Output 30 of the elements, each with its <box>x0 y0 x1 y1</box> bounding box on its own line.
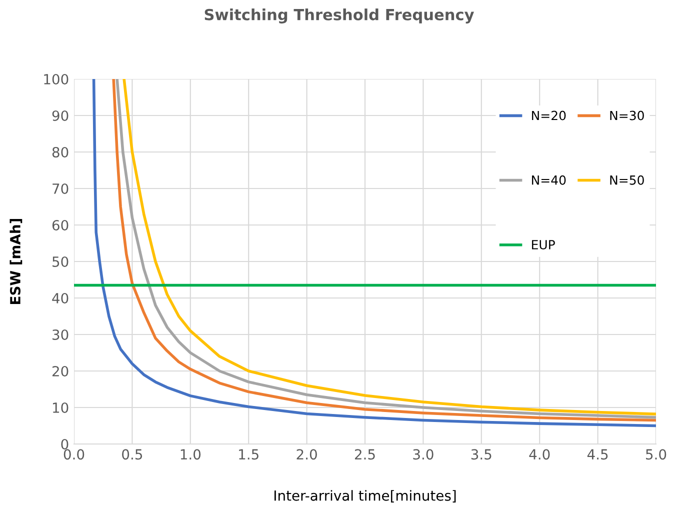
y-tick-label: 90 <box>52 110 68 121</box>
y-tick-label: 60 <box>52 220 68 230</box>
x-tick-label: 4.5 <box>587 449 608 460</box>
x-tick-label: 4.0 <box>529 449 550 460</box>
x-tick-label: 2.0 <box>296 449 317 460</box>
legend-label: EUP <box>532 240 555 250</box>
y-tick-label: 70 <box>52 183 68 194</box>
y-tick-label: 100 <box>44 74 68 84</box>
y-tick-label: 40 <box>52 292 68 304</box>
x-tick-label: 1.0 <box>180 449 201 460</box>
chart-title: Switching Threshold Frequency <box>204 8 474 24</box>
x-tick-label: 0.5 <box>122 449 142 460</box>
y-tick-label: 0 <box>61 438 68 450</box>
x-tick-label: 0.0 <box>64 449 84 460</box>
y-tick-label: 50 <box>52 256 68 267</box>
x-tick-label: 3.5 <box>471 449 492 460</box>
y-tick-label: 30 <box>52 329 68 340</box>
x-axis-title: Inter-arrival time[minutes] <box>274 490 456 502</box>
y-axis-title: ESW [mAh] <box>10 218 22 304</box>
x-tick-label: 2.5 <box>354 449 375 460</box>
x-tick-label: 5.0 <box>646 449 666 460</box>
y-tick-label: 10 <box>52 402 68 413</box>
legend-label: N=40 <box>532 175 566 185</box>
x-tick-label: 1.5 <box>239 449 258 460</box>
x-tick-label: 3.0 <box>413 449 434 460</box>
legend-label: N=30 <box>610 110 644 120</box>
y-tick-label: 20 <box>52 366 68 376</box>
y-tick-label: 80 <box>52 146 68 158</box>
legend-label: N=20 <box>532 110 566 120</box>
legend-label: N=50 <box>610 175 644 185</box>
